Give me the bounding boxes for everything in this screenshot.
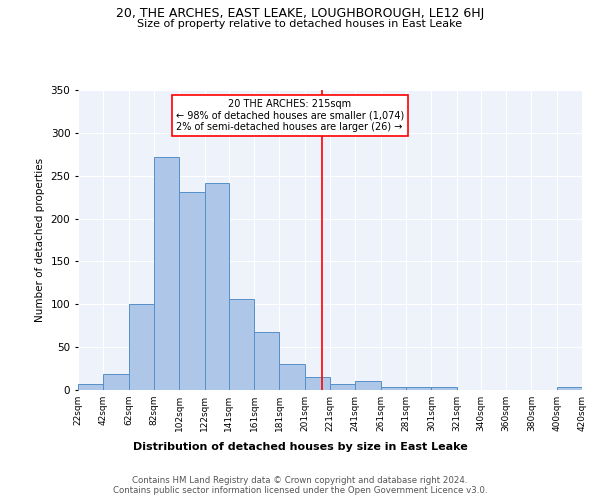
Text: Contains public sector information licensed under the Open Government Licence v3: Contains public sector information licen…: [113, 486, 487, 495]
Bar: [305, 377, 330, 390]
Text: 20, THE ARCHES, EAST LEAKE, LOUGHBOROUGH, LE12 6HJ: 20, THE ARCHES, EAST LEAKE, LOUGHBOROUGH…: [116, 8, 484, 20]
Bar: [179, 192, 205, 390]
Bar: [431, 388, 457, 390]
Text: 20 THE ARCHES: 215sqm
← 98% of detached houses are smaller (1,074)
2% of semi-de: 20 THE ARCHES: 215sqm ← 98% of detached …: [176, 99, 404, 132]
Bar: [254, 332, 280, 390]
Bar: [380, 386, 406, 390]
Bar: [103, 374, 128, 390]
Bar: [78, 384, 103, 390]
Bar: [355, 382, 380, 390]
Bar: [330, 384, 355, 390]
Bar: [128, 304, 154, 390]
Text: Size of property relative to detached houses in East Leake: Size of property relative to detached ho…: [137, 19, 463, 29]
Y-axis label: Number of detached properties: Number of detached properties: [35, 158, 45, 322]
Bar: [154, 157, 179, 390]
Bar: [229, 299, 254, 390]
Bar: [406, 386, 431, 390]
Bar: [280, 364, 305, 390]
Bar: [557, 388, 582, 390]
Text: Distribution of detached houses by size in East Leake: Distribution of detached houses by size …: [133, 442, 467, 452]
Text: Contains HM Land Registry data © Crown copyright and database right 2024.: Contains HM Land Registry data © Crown c…: [132, 476, 468, 485]
Bar: [205, 184, 229, 390]
